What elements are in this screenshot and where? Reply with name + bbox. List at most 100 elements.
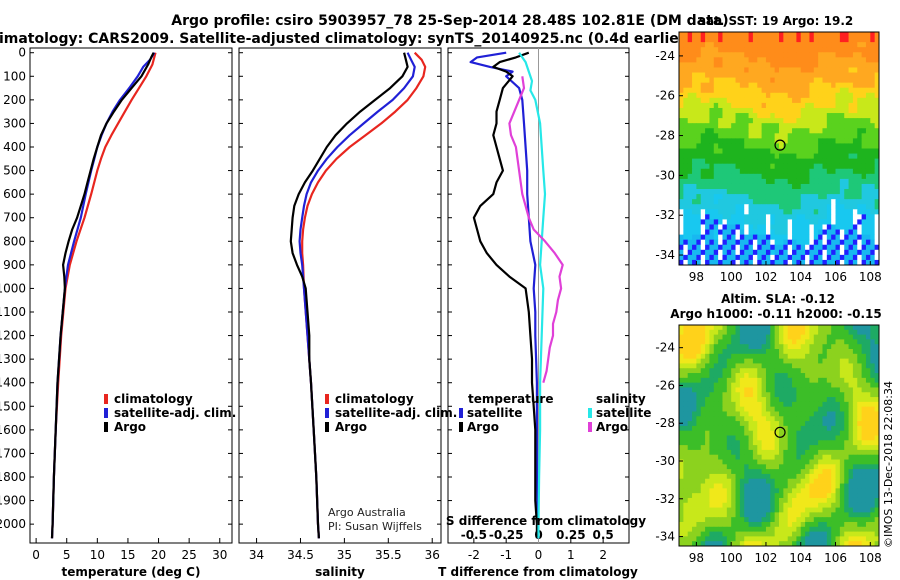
map-cell [870, 173, 876, 180]
map-cell [770, 62, 776, 68]
map-cell [852, 123, 858, 129]
map-cell [770, 178, 776, 185]
map-cell [692, 143, 697, 149]
map-cell [809, 502, 815, 508]
map-cell [696, 435, 702, 441]
map-cell [839, 97, 845, 104]
map-cell [774, 113, 780, 119]
map-cell [765, 118, 771, 124]
map-cell [722, 488, 728, 494]
map-cell [852, 82, 858, 89]
map-cell [792, 421, 797, 427]
sla-map-title: Altim. SLA: -0.12 [721, 292, 835, 306]
map-cell [757, 507, 763, 513]
map-cell [779, 536, 784, 542]
map-cell [805, 87, 810, 94]
map-cell [705, 204, 710, 210]
map-cell [844, 454, 849, 460]
map-cell [765, 425, 771, 432]
map-cell [805, 507, 810, 513]
map-cell [713, 445, 719, 451]
map-cell [700, 229, 706, 236]
map-cell [874, 229, 880, 236]
map-cell [757, 199, 763, 205]
map-cell [713, 219, 719, 225]
map-cell [722, 531, 728, 537]
map-cell [870, 47, 876, 53]
map-cell [718, 349, 723, 355]
map-cell [774, 224, 780, 230]
map-cell [852, 397, 858, 403]
map-cell [709, 62, 715, 68]
map-cell [848, 517, 854, 523]
map-cell [700, 488, 706, 494]
map-cell [835, 173, 841, 180]
map-cell [818, 377, 823, 384]
map-cell [722, 430, 728, 436]
map-cell [796, 382, 802, 388]
map-cell [861, 387, 867, 393]
map-cell [861, 123, 867, 129]
map-cell [792, 425, 797, 432]
map-cell [679, 397, 684, 403]
map-cell [757, 234, 763, 241]
map-cell [874, 209, 880, 215]
map-cell [679, 57, 684, 63]
map-cell [713, 259, 719, 266]
map-cell [865, 435, 871, 441]
map-cell [705, 219, 710, 225]
map-cell [735, 353, 741, 360]
map-cell [839, 368, 845, 374]
map-cell [735, 469, 741, 475]
map-cell [752, 158, 758, 165]
map-cell [696, 249, 702, 256]
map-cell [796, 128, 802, 134]
map-cell [865, 87, 871, 94]
map-cell [683, 353, 689, 360]
map-cell [835, 382, 841, 388]
map-cell [752, 168, 758, 175]
map-cell [861, 214, 867, 220]
map-cell [713, 488, 719, 494]
map-cell [835, 507, 841, 513]
map-cell [805, 158, 810, 165]
map-cell [813, 531, 819, 537]
map-cell [865, 199, 871, 205]
map-cell [848, 425, 854, 432]
map-cell [813, 368, 819, 374]
map-cell [765, 183, 771, 190]
map-cell [783, 368, 789, 374]
map-cell [770, 224, 776, 230]
map-cell [861, 401, 867, 408]
map-cell [874, 392, 880, 398]
map-cell [739, 377, 745, 384]
map-cell [731, 72, 736, 78]
map-cell [861, 473, 867, 480]
map-cell [765, 97, 771, 104]
map-cell [748, 224, 754, 230]
map-cell [835, 37, 841, 43]
map-cell [874, 368, 880, 374]
map-cell [774, 254, 780, 261]
map-cell [792, 349, 797, 355]
map-cell [757, 353, 763, 360]
map-cell [748, 325, 754, 331]
map-cell [692, 204, 697, 210]
map-cell [761, 411, 767, 417]
map-cell [792, 77, 797, 84]
map-cell [835, 430, 841, 436]
map-cell [813, 249, 819, 256]
map-cell [805, 363, 810, 369]
map-cell [861, 244, 867, 251]
map-cell [861, 153, 867, 160]
map-cell [752, 488, 758, 494]
map-cell [835, 229, 841, 236]
map-cell [831, 344, 836, 350]
map-cell [765, 249, 771, 256]
map-cell [757, 411, 763, 417]
map-cell [761, 224, 767, 230]
map-cell [687, 416, 693, 422]
map-cell [683, 421, 689, 427]
map-cell [770, 209, 776, 215]
map-cell [731, 517, 736, 523]
